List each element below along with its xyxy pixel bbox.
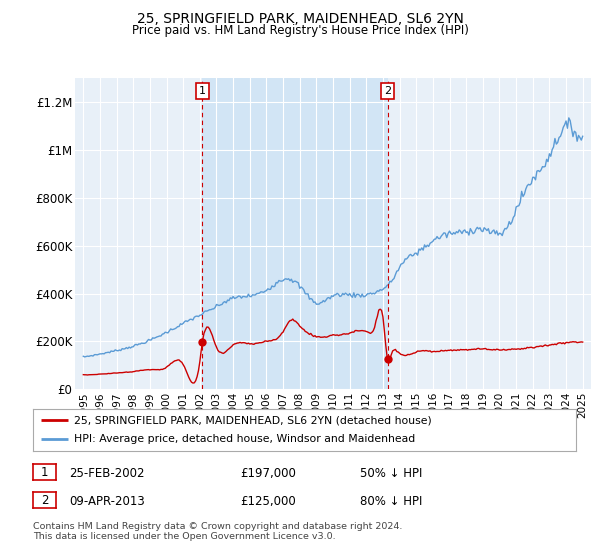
Text: HPI: Average price, detached house, Windsor and Maidenhead: HPI: Average price, detached house, Wind… <box>74 435 415 445</box>
Text: 2: 2 <box>384 86 391 96</box>
Text: 1: 1 <box>41 465 48 479</box>
Text: 80% ↓ HPI: 80% ↓ HPI <box>360 494 422 508</box>
Bar <box>202 78 388 389</box>
Text: £125,000: £125,000 <box>240 494 296 508</box>
Text: Contains HM Land Registry data © Crown copyright and database right 2024.
This d: Contains HM Land Registry data © Crown c… <box>33 522 403 542</box>
Text: Price paid vs. HM Land Registry's House Price Index (HPI): Price paid vs. HM Land Registry's House … <box>131 24 469 36</box>
Text: 09-APR-2013: 09-APR-2013 <box>69 494 145 508</box>
Text: 25, SPRINGFIELD PARK, MAIDENHEAD, SL6 2YN (detached house): 25, SPRINGFIELD PARK, MAIDENHEAD, SL6 2Y… <box>74 415 431 425</box>
Text: £197,000: £197,000 <box>240 466 296 480</box>
Text: 25, SPRINGFIELD PARK, MAIDENHEAD, SL6 2YN: 25, SPRINGFIELD PARK, MAIDENHEAD, SL6 2Y… <box>137 12 463 26</box>
Text: 2: 2 <box>41 493 48 507</box>
Text: 1: 1 <box>199 86 206 96</box>
Text: 50% ↓ HPI: 50% ↓ HPI <box>360 466 422 480</box>
Text: 25-FEB-2002: 25-FEB-2002 <box>69 466 145 480</box>
